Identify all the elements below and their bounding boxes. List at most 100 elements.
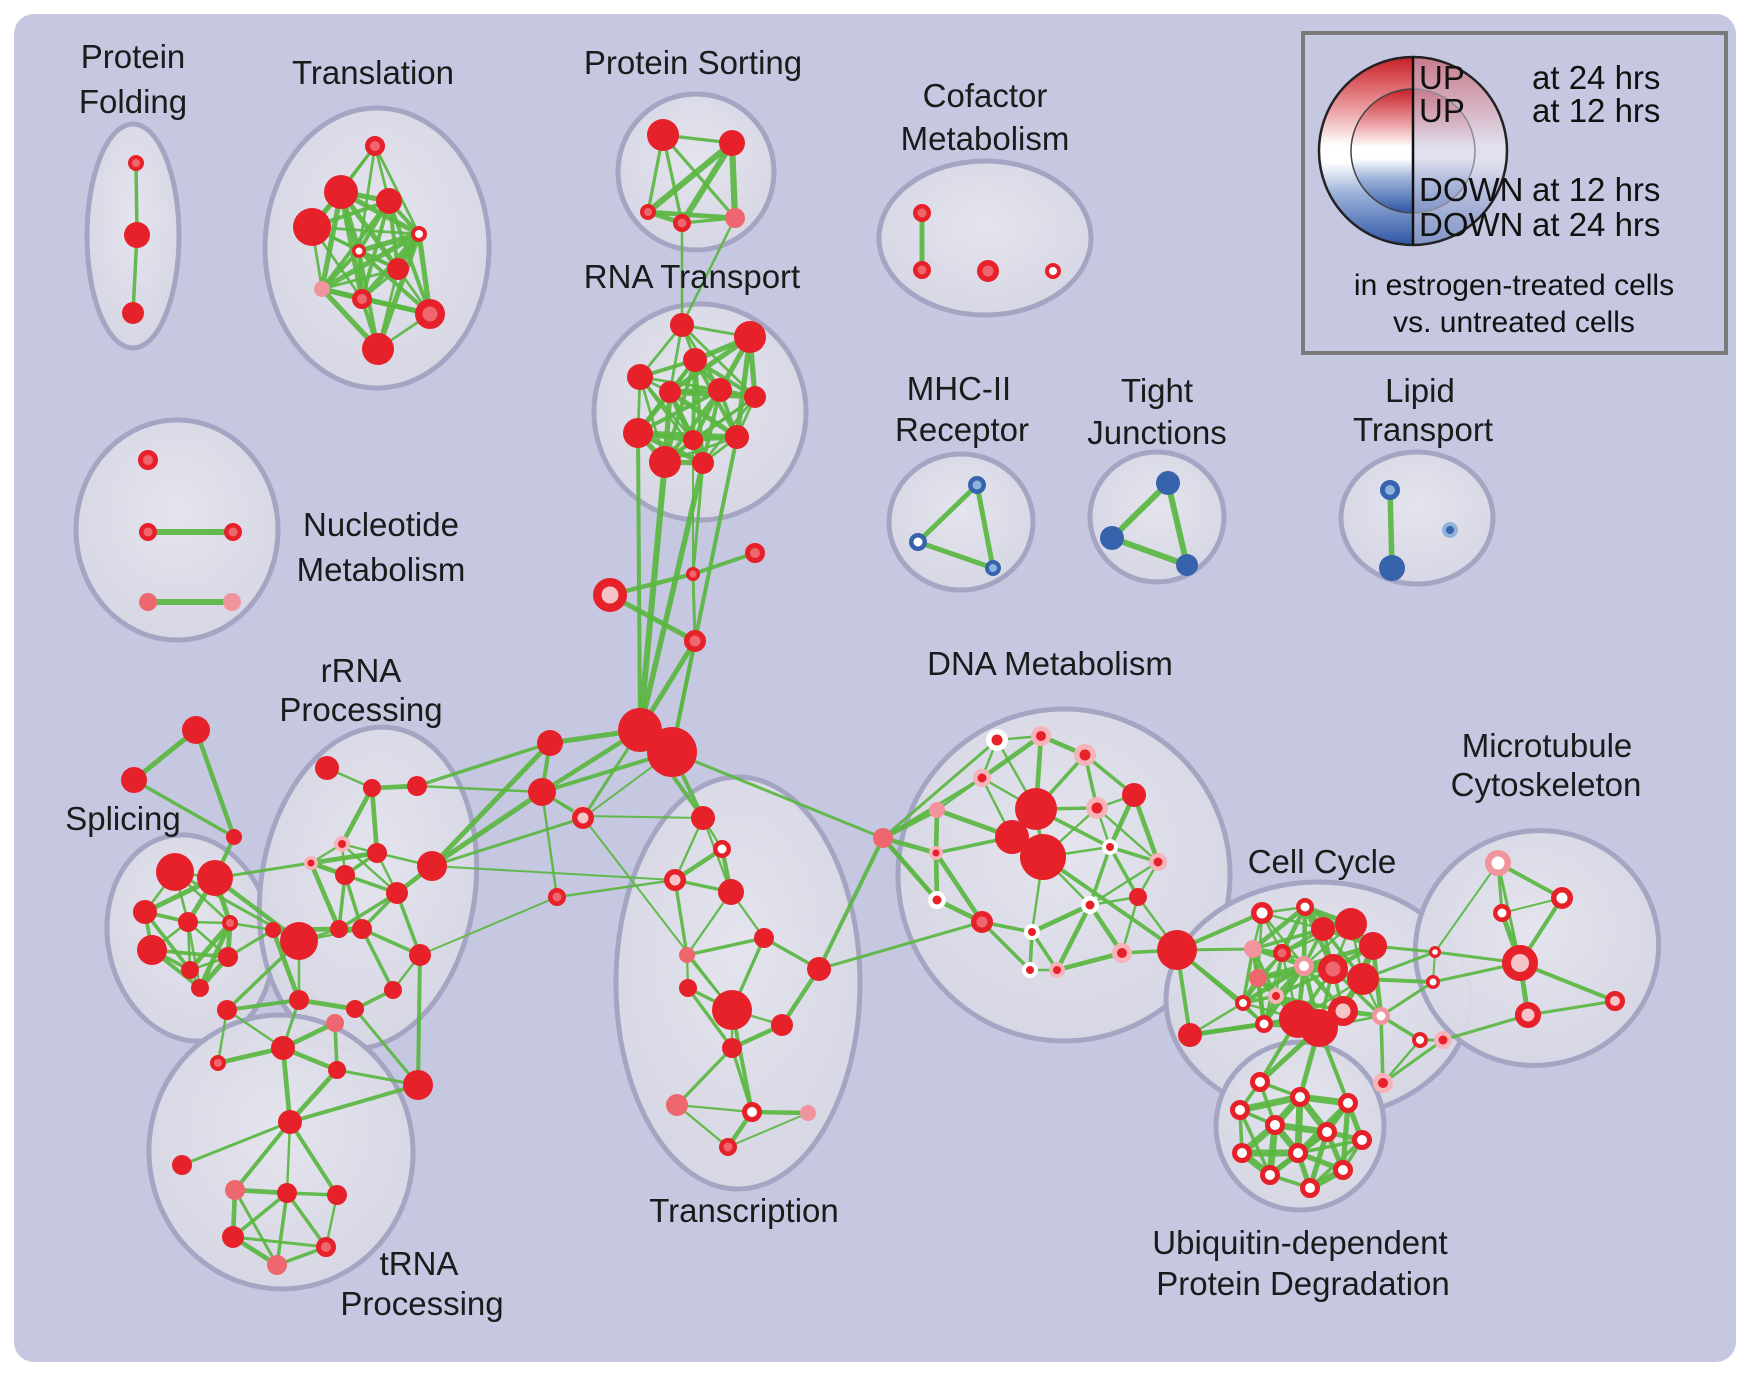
network-edge <box>881 738 999 840</box>
network-edge <box>231 1191 289 1239</box>
legend-direction-label: UP <box>1419 59 1465 96</box>
node-ub-10 <box>1333 1160 1353 1180</box>
node-conn-1 <box>745 543 765 563</box>
node-rna-2 <box>683 348 707 372</box>
node-trna-4 <box>328 1061 346 1079</box>
node-cc-7 <box>1294 956 1314 976</box>
cluster-ellipse-tj <box>1087 449 1227 585</box>
network-edge <box>581 815 733 1011</box>
node-dna-8 <box>995 820 1029 854</box>
node-spl-5 <box>137 935 167 965</box>
node-nuc-1 <box>139 523 157 541</box>
node-ub-4 <box>1265 1115 1285 1135</box>
node-spl-6 <box>181 961 199 979</box>
network-edge <box>1108 845 1140 899</box>
node-mt-2 <box>1493 904 1511 922</box>
node-trna-10 <box>222 1226 244 1248</box>
node-conn-3 <box>684 630 706 652</box>
network-edge <box>187 920 233 973</box>
node-mt-5 <box>1515 1002 1541 1028</box>
network-edge <box>540 790 559 899</box>
network-edge <box>375 231 422 352</box>
node-conn-2 <box>593 578 627 612</box>
node-tj-2 <box>1176 554 1198 576</box>
network-edge <box>581 815 704 819</box>
cluster-label-nuc: Nucleotide <box>303 506 459 543</box>
node-mt-4 <box>1605 991 1625 1011</box>
cluster-label-mt: Microtubule <box>1462 727 1633 764</box>
node-trna-12 <box>267 1255 287 1275</box>
cluster-label-rrna: rRNA <box>321 652 402 689</box>
node-dna-10 <box>929 846 943 860</box>
node-rna-1 <box>734 321 766 353</box>
network-edge <box>1296 1138 1364 1155</box>
node-cc-17 <box>1372 1007 1390 1025</box>
network-edge <box>1241 947 1255 1005</box>
network-edge <box>636 388 722 435</box>
node-cc-20 <box>1178 1023 1202 1047</box>
network-edge <box>644 139 736 216</box>
network-edge <box>636 431 642 732</box>
legend-time-label: at 24 hrs <box>1532 59 1660 96</box>
node-cc-2 <box>1311 917 1335 941</box>
node-rrna-6 <box>367 843 387 863</box>
node-trans-14 <box>800 1105 816 1121</box>
node-trna-5 <box>403 1070 433 1100</box>
node-rrna-2 <box>407 776 427 796</box>
node-dna-6 <box>1086 797 1108 819</box>
cluster-label-spl: Splicing <box>65 800 181 837</box>
node-trans-12 <box>666 1094 688 1116</box>
node-trna-9 <box>327 1185 347 1205</box>
node-cf-1 <box>913 261 931 279</box>
node-rrna-5 <box>335 865 355 885</box>
network-edge <box>1441 1013 1530 1042</box>
node-rrna-7 <box>417 851 447 881</box>
network-edge <box>680 216 737 327</box>
node-rna-7 <box>623 418 653 448</box>
node-cc-8 <box>1318 954 1348 984</box>
network-edge <box>686 986 734 1050</box>
network-edge <box>1054 902 1093 973</box>
node-pf-1 <box>124 222 150 248</box>
node-ub-9 <box>1260 1165 1280 1185</box>
node-ub-8 <box>1288 1143 1308 1163</box>
node-nuc-0 <box>138 450 158 470</box>
cluster-labels: Protein Folding Translation Protein Sorting… <box>65 38 1641 1322</box>
node-spl-8 <box>191 979 209 997</box>
node-dna-16 <box>1081 896 1099 914</box>
node-dna-11 <box>1102 839 1118 855</box>
node-trans-11 <box>722 1038 742 1058</box>
node-cc-19 <box>1373 1073 1393 1093</box>
node-tr-1 <box>324 175 358 209</box>
network-edge <box>1526 999 1617 1017</box>
node-rrna-0 <box>315 756 339 780</box>
node-rrna-12 <box>409 944 431 966</box>
network-edge <box>308 860 342 932</box>
node-dna-5 <box>1015 788 1057 830</box>
node-tj-1 <box>1100 526 1124 550</box>
node-lip-0 <box>1380 480 1400 500</box>
node-trans-0 <box>691 806 715 830</box>
node-cc-13 <box>1255 1015 1273 1033</box>
node-ub-3 <box>1230 1100 1250 1120</box>
cluster-ellipse-dna <box>895 706 1233 1044</box>
node-dna-22 <box>873 828 893 848</box>
node-dna-19 <box>1049 962 1065 978</box>
node-rna-11 <box>692 452 714 474</box>
cluster-label-mt: Cytoskeleton <box>1451 766 1642 803</box>
node-dna-12 <box>1149 853 1167 871</box>
node-conn-8 <box>572 807 594 829</box>
node-ub-5 <box>1317 1122 1337 1142</box>
node-spl-4 <box>222 915 238 931</box>
network-edge <box>1054 950 1125 973</box>
node-mt-0 <box>1485 850 1511 876</box>
node-nuc-2 <box>224 523 242 541</box>
node-mt-8 <box>1434 1031 1452 1049</box>
network-edge <box>980 920 1032 972</box>
cluster-label-ps: Protein Sorting <box>584 44 802 81</box>
node-mhc-0 <box>968 476 986 494</box>
node-cc-4 <box>1359 932 1387 960</box>
network-edge <box>360 927 395 992</box>
node-ub-0 <box>1250 1072 1270 1092</box>
node-dna-17 <box>1024 924 1040 940</box>
